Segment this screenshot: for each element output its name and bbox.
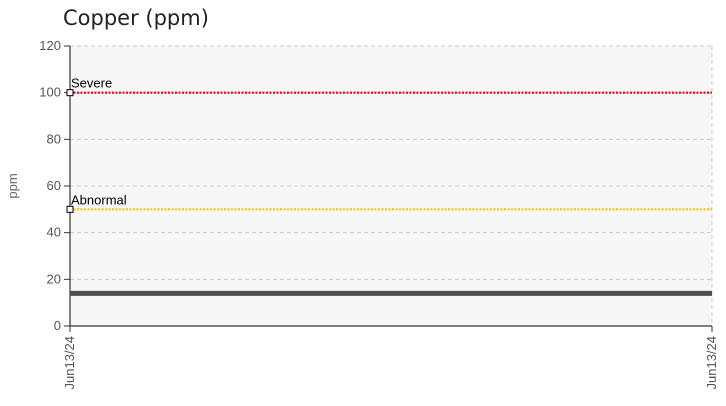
x-tick-label: Jun13/24: [62, 336, 77, 390]
threshold-layer: Severe Abnormal: [66, 76, 712, 213]
x-tick-label: Jun13/24: [704, 336, 719, 390]
y-tick-label: 100: [39, 85, 61, 100]
threshold-label-severe: Severe: [71, 76, 112, 91]
threshold-marker-severe: [66, 89, 74, 97]
axes: 0 20 40 60 80 100 120 Jun13/24 Jun13/24: [39, 38, 719, 390]
y-tick-label: 0: [54, 318, 61, 333]
y-axis-label: ppm: [5, 173, 20, 198]
y-tick-label: 80: [47, 131, 61, 146]
y-tick-label: 40: [47, 225, 61, 240]
plot-background: [70, 46, 712, 326]
y-tick-label: 20: [47, 271, 61, 286]
y-tick-label: 60: [47, 178, 61, 193]
threshold-marker-abnormal: [66, 205, 74, 213]
plot-area: [70, 46, 712, 326]
chart-title: Copper (ppm): [63, 6, 209, 30]
threshold-label-abnormal: Abnormal: [71, 192, 127, 207]
y-tick-label: 120: [39, 38, 61, 53]
